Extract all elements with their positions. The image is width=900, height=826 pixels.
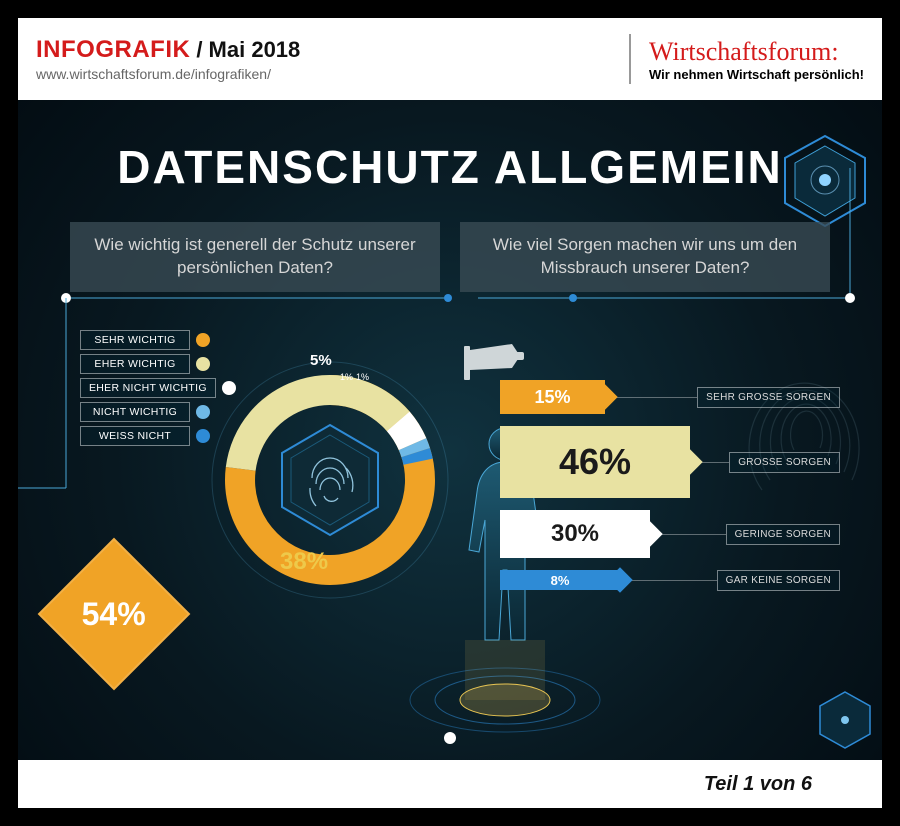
donut-pct-54: 54%	[82, 595, 146, 632]
header-left: INFOGRAFIK / Mai 2018 www.wirtschaftsfor…	[36, 36, 300, 82]
legend-item: WEISS NICHT	[80, 426, 190, 446]
legend-item: SEHR WICHTIG	[80, 330, 190, 350]
question-panel-right: Wie viel Sorgen machen wir uns um den Mi…	[460, 222, 830, 292]
bar-label: GAR KEINE SORGEN	[717, 570, 840, 591]
legend-item: NICHT WICHTIG	[80, 402, 190, 422]
bar-value: 46%	[559, 441, 631, 483]
hexagon-icon	[810, 686, 880, 756]
donut-pct-tiny: 1%	[356, 372, 369, 382]
question-panel-left: Wie wichtig ist generell der Schutz unse…	[70, 222, 440, 292]
header-infografik: INFOGRAFIK	[36, 36, 190, 64]
header-divider	[629, 34, 631, 84]
legend-item: EHER WICHTIG	[80, 354, 190, 374]
footer-page: Teil 1 von 6	[704, 773, 812, 796]
platform-icon	[405, 640, 605, 760]
bar-label: GROSSE SORGEN	[729, 452, 840, 473]
brand-name: Wirtschaftsforum:	[649, 37, 839, 67]
header-bar: INFOGRAFIK / Mai 2018 www.wirtschaftsfor…	[18, 18, 882, 100]
footer-bar: Teil 1 von 6	[18, 760, 882, 808]
main-title: DATENSCHUTZ ALLGEMEIN	[0, 140, 900, 194]
bar-label: SEHR GROSSE SORGEN	[697, 387, 840, 408]
header-right: Wirtschaftsforum: Wir nehmen Wirtschaft …	[649, 37, 864, 82]
bar-connector	[620, 570, 717, 591]
worry-bars: 15% SEHR GROSSE SORGEN 46% GROSSE SORGEN…	[500, 380, 840, 603]
donut-pct-38: 38%	[280, 548, 328, 576]
header-date: / Mai 2018	[196, 37, 300, 63]
donut-pct-tiny: 1%	[340, 372, 353, 382]
header-url: www.wirtschaftsforum.de/infografiken/	[36, 66, 300, 82]
bar-label: GERINGE SORGEN	[726, 524, 840, 545]
brand-tagline: Wir nehmen Wirtschaft persönlich!	[649, 67, 864, 82]
donut-svg	[190, 340, 470, 620]
bar-segment: 15%	[500, 380, 605, 414]
donut-pct-5: 5%	[310, 352, 332, 369]
bar-value: 15%	[534, 387, 570, 408]
bar-segment: 30%	[500, 510, 650, 558]
bar-value: 30%	[551, 520, 599, 548]
bar-segment: 46%	[500, 426, 690, 498]
bar-value: 8%	[551, 573, 570, 588]
bar-connector	[605, 380, 697, 414]
bar-segment: 8%	[500, 570, 620, 590]
